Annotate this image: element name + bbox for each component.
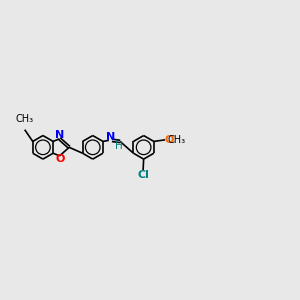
Text: CH₃: CH₃ (167, 135, 185, 145)
Text: N: N (55, 130, 64, 140)
Text: N: N (106, 132, 115, 142)
Text: O: O (55, 154, 64, 164)
Text: H: H (115, 141, 122, 151)
Text: O: O (164, 135, 173, 145)
Text: CH₃: CH₃ (16, 114, 34, 124)
Text: Cl: Cl (137, 169, 149, 180)
